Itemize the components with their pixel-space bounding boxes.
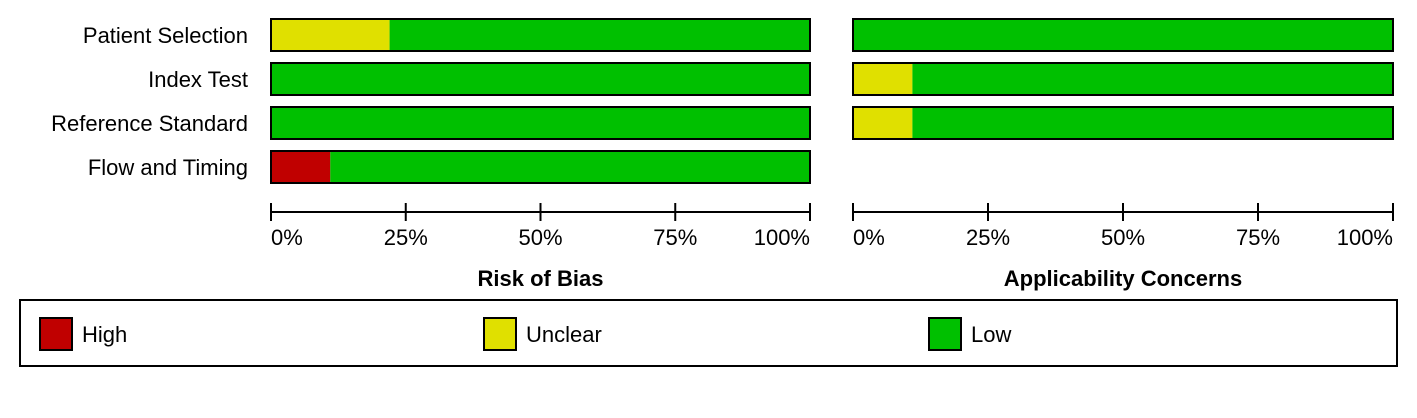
x-tick-label: 25% [966,225,1010,250]
bar-outline [852,106,1394,140]
x-tick-label: 100% [754,225,810,250]
x-tick-label: 25% [384,225,428,250]
bar-segment [853,107,913,139]
bar-outline [270,18,811,52]
bar-segment [271,107,810,139]
bar-segment [271,19,390,51]
axis-title: Risk of Bias [478,266,604,291]
y-tick-label: Patient Selection [83,23,248,48]
bar-segment [853,19,1393,51]
x-tick-label: 100% [1337,225,1393,250]
bar-outline [270,150,811,184]
x-tick-label: 0% [271,225,303,250]
legend-swatch [928,317,962,351]
legend-label: High [82,322,127,347]
bar-outline [852,18,1394,52]
bar-segment [853,63,913,95]
bar-outline [852,62,1394,96]
x-tick-label: 75% [653,225,697,250]
y-tick-label: Index Test [148,67,248,92]
bar-segment [330,151,810,183]
legend-swatch [39,317,73,351]
bar-segment [912,63,1393,95]
axis-title: Applicability Concerns [1004,266,1242,291]
bar-outline [270,106,811,140]
bar-segment [271,63,810,95]
y-tick-label: Flow and Timing [88,155,248,180]
bar-segment [912,107,1393,139]
x-tick-label: 75% [1236,225,1280,250]
legend-label: Low [971,322,1011,347]
y-tick-label: Reference Standard [51,111,248,136]
x-tick-label: 50% [1101,225,1145,250]
legend-swatch [483,317,517,351]
bar-outline [270,62,811,96]
x-tick-label: 50% [518,225,562,250]
x-tick-label: 0% [853,225,885,250]
bar-segment [389,19,810,51]
bar-segment [271,151,331,183]
legend-box [19,299,1398,367]
legend-label: Unclear [526,322,602,347]
